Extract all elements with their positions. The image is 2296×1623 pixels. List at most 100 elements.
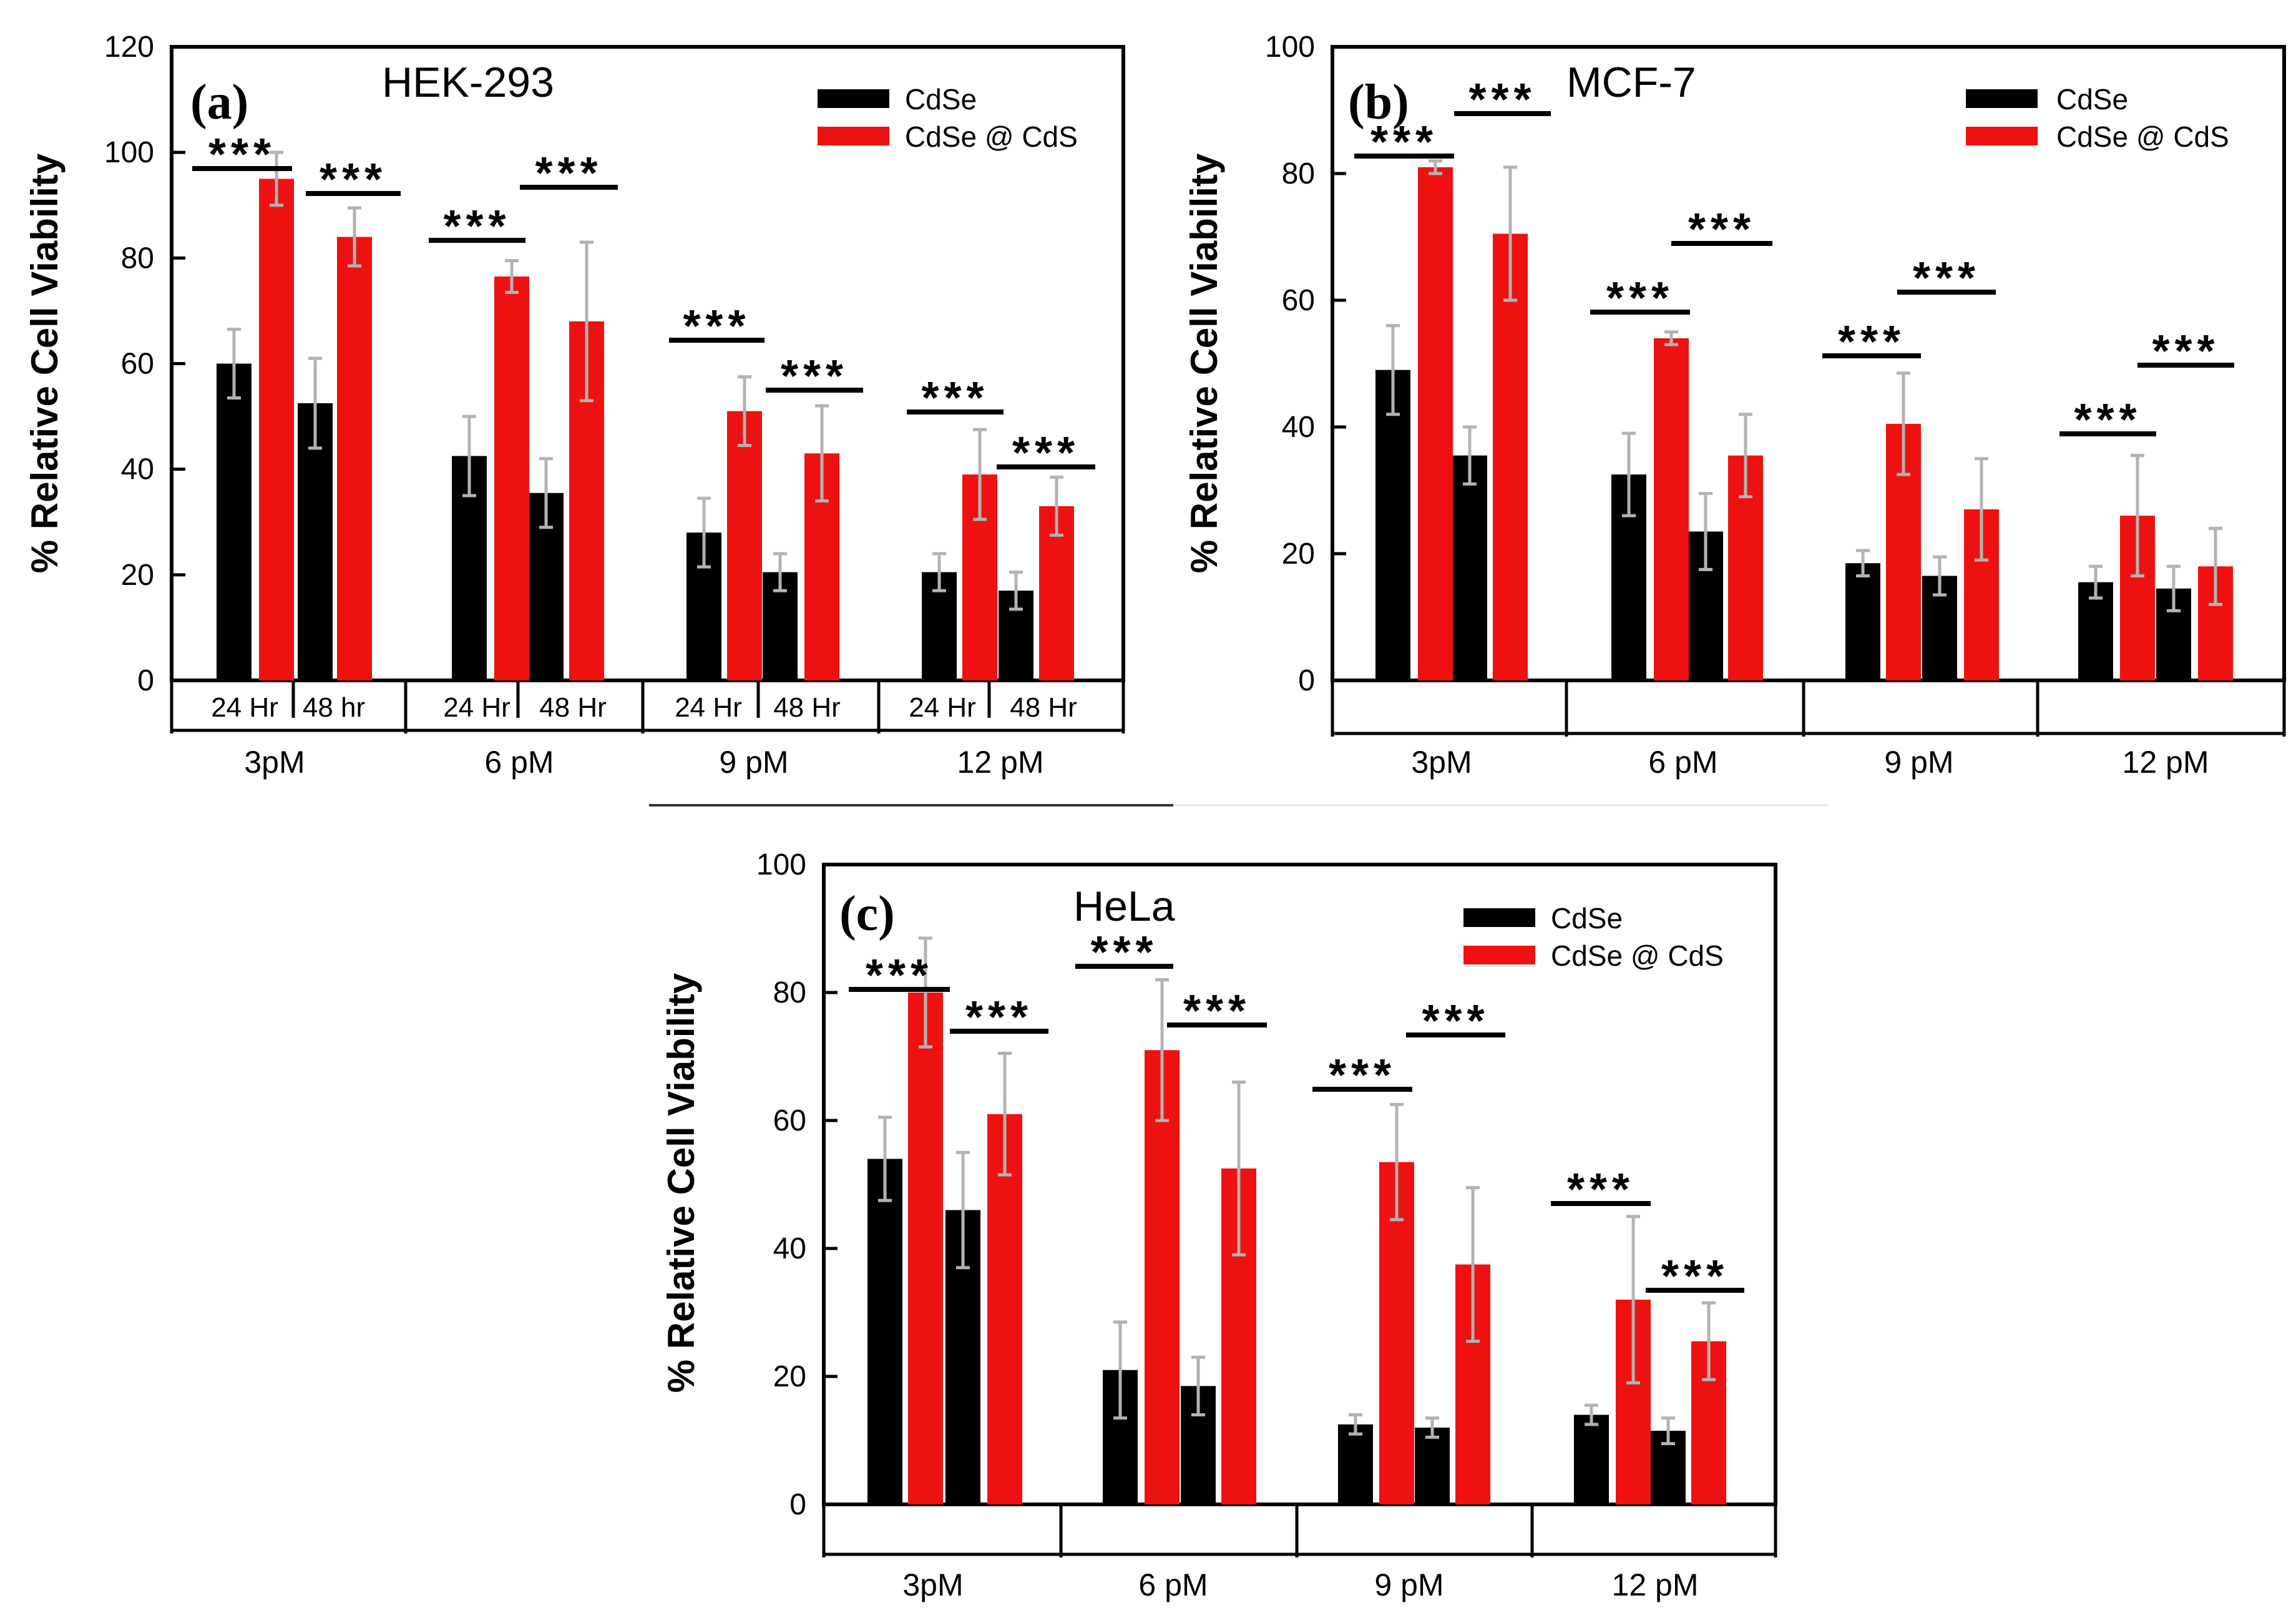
significance-marker: *** [1090,928,1158,978]
x-category-label: 6 pM [1648,745,1717,780]
bar-cdse-cds [727,411,762,680]
x-category-label: 9 pM [1884,745,1953,780]
y-axis-ticks: 0 20 40 60 80 100 120 [104,31,185,697]
significance-marker: *** [1012,428,1080,478]
panel-label: (c) [839,886,895,941]
y-tick-label: 20 [1282,537,1315,571]
significance-marker: *** [208,130,276,180]
y-tick-label: 80 [121,242,154,275]
y-tick-label: 0 [789,1488,806,1521]
bars [1375,159,2233,681]
legend-label-cdse-cds: CdSe @ CdS [2056,120,2229,153]
y-tick-label: 20 [773,1360,806,1393]
y-tick-label: 40 [773,1232,806,1265]
bars [217,150,1074,680]
y-tick-label: 60 [121,348,154,381]
y-tick-label: 80 [773,976,806,1009]
legend-label-cdse: CdSe [905,83,977,115]
y-axis-label: % Relative Cell Viability [660,973,702,1393]
chart-title: HEK-293 [382,59,554,106]
bar-cdse-cds [1418,167,1453,681]
legend-swatch-cdse [818,89,889,108]
legend-swatch-cdse [1966,89,2038,108]
significance-marker: *** [1370,117,1438,167]
significance-marker: *** [443,202,510,252]
x-subtick-label: 48 Hr [773,692,841,723]
x-subtick-label: 24 Hr [909,692,976,723]
bar-cdse [1338,1424,1373,1504]
x-category-label: 12 pM [957,745,1044,780]
x-subtick-label: 48 hr [303,692,365,723]
significance-marker: *** [1183,986,1251,1036]
significance-marker: *** [1838,317,1905,367]
significance-brackets: *** *** *** *** *** *** *** *** [192,130,1095,478]
significance-marker: *** [1913,253,1980,303]
bar-cdse-cds [1145,1050,1180,1504]
y-tick-label: 0 [137,664,154,697]
panel-c: 0 20 40 60 80 100 *** *** *** *** *** *** *** *** % … [660,848,1777,1602]
x-subtick-label: 48 Hr [1010,692,1077,723]
significance-marker: *** [1567,1165,1634,1215]
chart-title: MCF-7 [1566,59,1696,106]
x-axis [822,1504,1777,1557]
y-tick-label: 20 [121,559,154,592]
x-category-label: 3pM [1411,745,1472,780]
bar-cdse [1574,1415,1609,1504]
x-subtick-label: 48 Hr [539,692,607,723]
panel-label: (b) [1348,75,1409,130]
bar-cdse [1845,563,1880,680]
bar-cdse-cds [987,1114,1022,1504]
y-tick-label: 100 [1265,31,1315,64]
bar-cdse [1452,455,1487,680]
y-axis-ticks: 0 20 40 60 80 100 [1265,31,1346,697]
y-tick-label: 60 [773,1104,806,1137]
x-category-label: 12 pM [2123,745,2209,780]
chart-title: HeLa [1073,883,1175,930]
y-tick-label: 120 [104,31,154,64]
y-tick-label: 100 [756,848,806,881]
bars [867,936,1726,1504]
x-category-label: 3pM [902,1567,963,1602]
y-axis-label: % Relative Cell Viability [1183,153,1225,573]
significance-marker: *** [781,351,848,401]
significance-brackets: *** *** *** *** *** *** *** *** [849,928,1744,1302]
bar-cdse-cds [259,179,294,680]
bar-cdse [867,1159,902,1504]
bar-cdse-cds [1493,233,1528,680]
y-tick-label: 40 [121,453,154,486]
bar-cdse [1375,370,1410,680]
significance-marker: *** [683,302,750,351]
significance-marker: *** [1329,1051,1396,1101]
bar-cdse-cds [1654,338,1689,680]
legend-label-cdse: CdSe [1551,902,1623,934]
legend-label-cdse-cds: CdSe @ CdS [1551,939,1724,972]
plot-frame [1331,45,2286,682]
y-tick-label: 40 [1282,411,1315,444]
significance-marker: *** [866,951,933,1001]
y-tick-label: 0 [1298,664,1315,697]
legend-swatch-cdse [1463,908,1535,927]
bar-cdse-cds [494,276,529,680]
x-category-label: 6 pM [484,745,554,780]
x-category-label: 9 pM [1374,1567,1444,1602]
bar-cdse-cds [908,993,943,1504]
y-axis-label: % Relative Cell Viability [24,153,66,573]
significance-marker: *** [1422,996,1489,1046]
legend-label-cdse-cds: CdSe @ CdS [905,120,1078,153]
x-axis [170,680,1125,733]
x-subtick-label: 24 Hr [211,692,278,723]
significance-marker: *** [1606,273,1674,323]
x-subtick-label: 24 Hr [675,692,742,723]
x-category-label: 6 pM [1138,1567,1208,1602]
legend-swatch-cdse-cds [1463,946,1535,964]
y-tick-label: 60 [1282,284,1315,317]
significance-marker: *** [1468,75,1536,125]
significance-marker: *** [535,149,602,199]
x-subtick-label: 24 Hr [443,692,510,723]
y-tick-label: 80 [1282,157,1315,190]
bar-cdse-cds [337,237,372,680]
x-category-label: 3pM [244,745,305,780]
